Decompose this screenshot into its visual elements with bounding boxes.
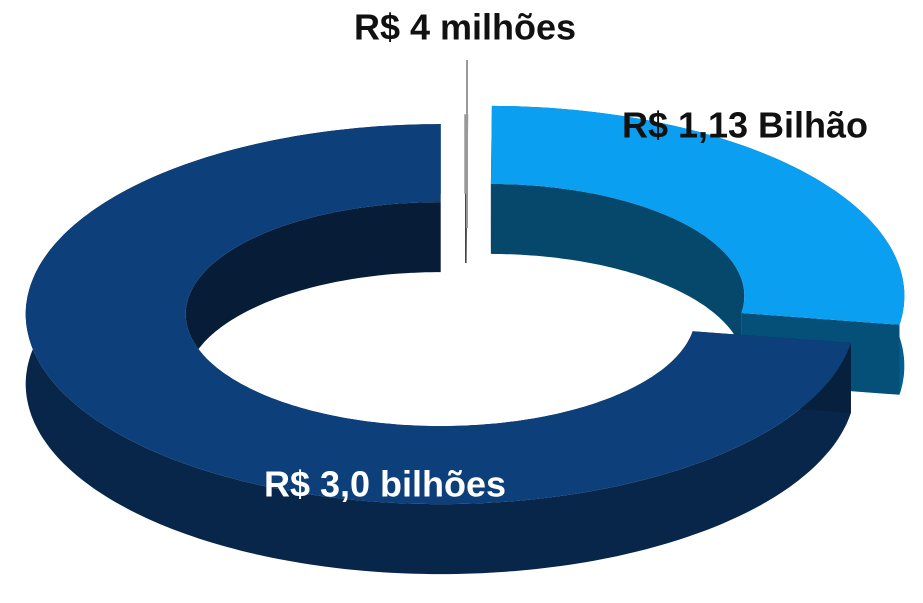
slice-inner-side	[490, 183, 745, 383]
value-label: R$ 3,0 bilhões	[264, 464, 506, 505]
slice	[490, 105, 905, 325]
value-label: R$ 4 milhões	[354, 7, 576, 48]
value-label: R$ 1,13 Bilhão	[622, 105, 868, 146]
slices	[25, 105, 905, 575]
slice	[25, 124, 851, 505]
